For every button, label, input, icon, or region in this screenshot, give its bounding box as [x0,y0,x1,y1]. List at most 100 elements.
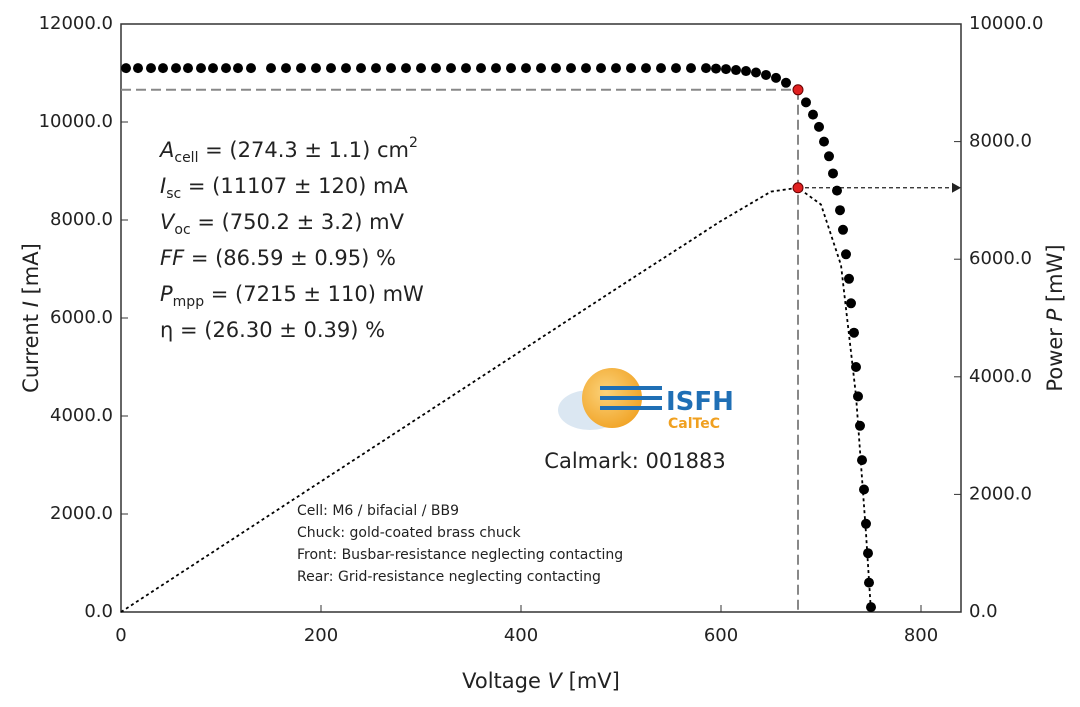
y-axis-label-part: [mA] [19,243,43,301]
data-point [596,63,606,74]
data-point [246,63,256,74]
x-tick-label: 400 [504,625,538,646]
data-point [824,151,834,162]
data-point [183,63,193,74]
logo-sub: CalTeC [668,416,720,432]
data-point [857,455,867,466]
data-point [626,63,636,74]
data-point [566,63,576,74]
y2-axis-label-part: Power [1043,321,1067,391]
data-point [521,63,531,74]
data-point [416,63,426,74]
parameter-symbol: P [160,282,173,306]
logo-stripe [600,396,662,400]
parameter: η = (26.30 ± 0.39) % [160,318,385,342]
x-tick-label: 600 [704,625,738,646]
y-tick-label: 12000.0 [39,13,113,34]
note: Cell: M6 / bifacial / BB9 [297,503,459,519]
data-point [386,63,396,74]
y-tick-label: 8000.0 [50,209,113,230]
data-point [855,420,865,431]
x-tick-label: 200 [304,625,338,646]
note: Front: Busbar-resistance neglecting cont… [297,547,623,563]
y-axis-label-part: Current [19,307,43,393]
data-point [711,63,721,74]
parameter: Acell = (274.3 ± 1.1) cm2 [158,135,418,166]
parameter-symbol: I [160,174,166,198]
arrow-head [952,182,961,193]
note: Chuck: gold-coated brass chuck [297,525,521,541]
parameter-sub: mpp [173,294,205,310]
data-point [832,185,842,196]
x-axis-label: Voltage V [mV] [462,669,620,693]
x-tick-label: 0 [115,625,126,646]
power-curve [120,186,872,613]
y2-axis-label-part: P [1043,308,1067,321]
data-point [476,63,486,74]
data-point [838,224,848,235]
data-point [121,63,131,74]
y2-tick-label: 10000.0 [969,13,1043,34]
y2-tick-label: 8000.0 [969,131,1032,152]
logo-stripe [600,406,662,410]
data-point [853,391,863,402]
x-axis-label-part: [mV] [562,669,620,693]
data-point [686,63,696,74]
data-point [611,63,621,74]
data-point [491,63,501,74]
data-point [196,63,206,74]
y-tick-label: 6000.0 [50,307,113,328]
parameter-text: = (11107 ± 120) mA [181,174,408,198]
data-point [741,66,751,77]
y2-tick-label: 6000.0 [969,248,1032,269]
parameter-symbol: FF [160,246,185,270]
data-point [781,77,791,88]
data-point [401,63,411,74]
logo-stripe [600,386,662,390]
y-axis-label: Current I [mA] [19,243,43,393]
data-point [296,63,306,74]
data-point [171,63,181,74]
parameter-symbol: V [160,210,176,234]
data-point [208,63,218,74]
data-point [841,249,851,260]
x-axis-label-part: V [548,669,564,693]
parameter-text: = (750.2 ± 3.2) mV [191,210,405,234]
data-point [446,63,456,74]
calmark: Calmark: 001883 [544,449,725,473]
data-point [808,109,818,120]
data-point [233,63,243,74]
data-point [859,484,869,495]
data-point [828,168,838,179]
data-point [844,273,854,284]
parameter: Voc = (750.2 ± 3.2) mV [160,210,405,238]
parameter: Isc = (11107 ± 120) mA [160,174,409,202]
data-point [846,298,856,309]
data-point [506,63,516,74]
data-point [835,205,845,216]
data-point [671,63,681,74]
parameter-sub: sc [166,186,181,202]
y-tick-label: 2000.0 [50,503,113,524]
mpp-point [792,84,804,96]
data-point [326,63,336,74]
parameter-text: = (7215 ± 110) mW [204,282,424,306]
data-point [371,63,381,74]
data-point [819,136,829,147]
parameter-sub: oc [174,222,190,238]
data-point [814,121,824,132]
data-point [761,69,771,80]
data-point [311,63,321,74]
parameter-text: = (86.59 ± 0.95) % [184,246,396,270]
data-point [431,63,441,74]
parameter-text: η = (26.30 ± 0.39) % [160,318,385,342]
parameter-symbol: A [158,138,174,162]
data-point [731,65,741,76]
data-point [461,63,471,74]
y2-axis-label-part: [mW] [1043,244,1067,308]
data-point [801,97,811,108]
data-point [341,63,351,74]
y2-axis-label: Power P [mW] [1043,244,1067,391]
y-tick-label: 0.0 [84,601,113,622]
